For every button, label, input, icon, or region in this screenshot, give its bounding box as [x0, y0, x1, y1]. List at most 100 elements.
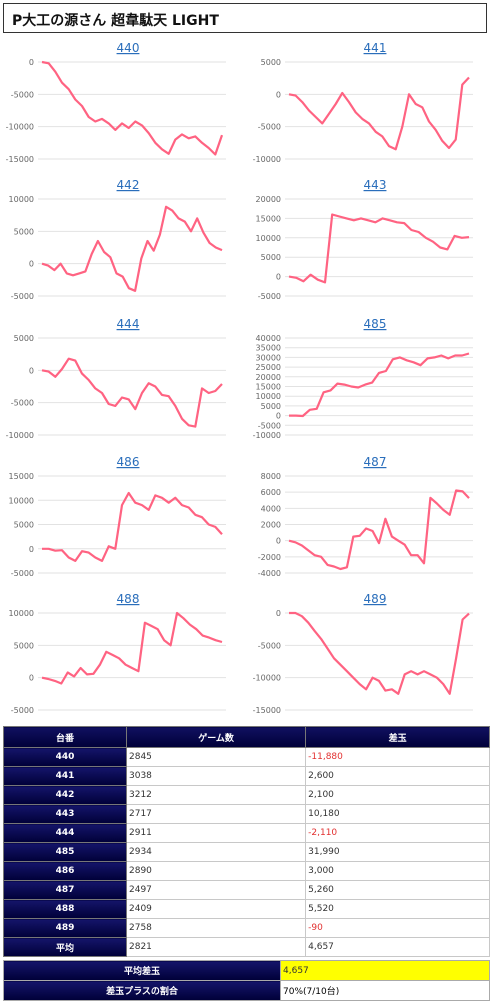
y-tick-label: 5000 [14, 334, 34, 343]
machine-number-cell: 488 [3, 899, 127, 919]
y-tick-label: 15000 [9, 472, 34, 481]
y-tick-label: 5000 [261, 253, 281, 262]
chart-title[interactable]: 442 [117, 178, 140, 192]
line-chart: 485 4000035000300002500020000150001000050… [253, 317, 473, 440]
games-cell: 3038 [125, 766, 307, 786]
chart-title[interactable]: 440 [117, 41, 140, 55]
machine-number-cell: 487 [3, 880, 127, 900]
diff-cell: -90 [305, 918, 490, 938]
line-chart: 488 10000 5000 0 -5000 [9, 592, 226, 715]
y-tick-label: 10000 [9, 609, 34, 618]
series-line [41, 357, 223, 428]
chart-title[interactable]: 489 [364, 592, 387, 606]
machine-number-cell: 489 [3, 918, 127, 938]
y-tick-label: 0 [276, 537, 281, 546]
y-tick-label: -5000 [11, 399, 34, 408]
diff-cell: 5,520 [305, 899, 490, 919]
chart-title[interactable]: 444 [117, 317, 140, 331]
y-tick-label: 0 [276, 273, 281, 282]
line-chart: 489 0 -5000 -10000 -15000 [253, 592, 473, 715]
summary-row-ratio: 差玉プラスの割合 70%(7/10台) [3, 980, 490, 1001]
y-tick-label: 5000 [14, 641, 34, 650]
table-row: 488 2409 5,520 [3, 899, 490, 919]
games-cell: 2911 [125, 823, 307, 843]
y-tick-label: -10000 [6, 123, 34, 132]
line-chart: 441 5000 0 -5000 -10000 [253, 41, 473, 164]
y-tick-label: 5000 [14, 227, 34, 236]
chart-title[interactable]: 488 [117, 592, 140, 606]
y-tick-label: -4000 [258, 569, 281, 578]
diff-cell: 3,000 [305, 861, 490, 881]
chart-panel: 442 10000 5000 0 -5000 [0, 175, 246, 312]
series-line [41, 205, 223, 292]
series-line [288, 489, 470, 571]
y-tick-label: 8000 [261, 472, 281, 481]
chart-title[interactable]: 487 [364, 455, 387, 469]
games-cell: 3212 [125, 785, 307, 805]
series-line [41, 611, 223, 685]
y-tick-label: -5000 [11, 569, 34, 578]
y-tick-label: 10000 [9, 195, 34, 204]
y-tick-label: 15000 [256, 214, 281, 223]
machine-number-cell: 442 [3, 785, 127, 805]
series-line [288, 213, 470, 284]
diff-cell: 2,100 [305, 785, 490, 805]
table-row: 442 3212 2,100 [3, 785, 490, 805]
y-tick-label: -5000 [258, 292, 281, 301]
summary-row-average: 平均差玉 4,657 [3, 960, 490, 981]
machine-number-cell: 486 [3, 861, 127, 881]
chart-title[interactable]: 443 [364, 178, 387, 192]
machine-number-cell: 441 [3, 766, 127, 786]
y-tick-label: 10000 [256, 392, 281, 401]
line-chart: 443 20000 15000 10000 5000 0 -5000 [256, 178, 473, 301]
series-line [41, 60, 224, 156]
machine-table: 台番 ゲーム数 差玉 440 2845 -11,880 441 3038 2,600 442… [3, 726, 490, 957]
y-tick-label: 15000 [256, 383, 281, 392]
diff-cell: -11,880 [305, 747, 490, 767]
chart-title[interactable]: 485 [364, 317, 387, 331]
machine-number-cell: 440 [3, 747, 127, 767]
y-tick-label: -5000 [258, 123, 281, 132]
y-tick-label: -15000 [253, 706, 281, 715]
header-games: ゲーム数 [125, 726, 307, 748]
table-row: 489 2758 -90 [3, 918, 490, 938]
games-cell: 2934 [125, 842, 307, 862]
table-row: 443 2717 10,180 [3, 804, 490, 824]
chart-title[interactable]: 441 [364, 41, 387, 55]
y-tick-label: 0 [29, 545, 34, 554]
diff-cell: 5,260 [305, 880, 490, 900]
line-chart: 440 0 -5000 -10000 -15000 [6, 41, 226, 164]
chart-panel: 444 5000 0 -5000 -10000 [0, 314, 246, 451]
plus-ratio-value: 70%(7/10台) [280, 980, 490, 1001]
diff-cell: 2,600 [305, 766, 490, 786]
y-tick-label: 10000 [9, 496, 34, 505]
y-tick-label: -5000 [258, 421, 281, 430]
table-row: 486 2890 3,000 [3, 861, 490, 881]
table-row: 平均 2821 4,657 [3, 937, 490, 957]
table-row: 441 3038 2,600 [3, 766, 490, 786]
diff-cell: 31,990 [305, 842, 490, 862]
series-line [42, 491, 223, 563]
line-chart: 486 15000 10000 5000 0 -5000 [9, 455, 226, 578]
line-chart: 442 10000 5000 0 -5000 [9, 178, 226, 301]
y-tick-label: 5000 [261, 402, 281, 411]
summary-table: 平均差玉 4,657 差玉プラスの割合 70%(7/10台) [3, 960, 490, 1001]
chart-panel: 440 0 -5000 -10000 -15000 [0, 38, 246, 175]
y-tick-label: 30000 [256, 353, 281, 362]
y-tick-label: -10000 [6, 431, 34, 440]
chart-panel: 489 0 -5000 -10000 -15000 [247, 589, 493, 726]
machine-number-cell: 485 [3, 842, 127, 862]
y-tick-label: 35000 [256, 344, 281, 353]
chart-panel: 441 5000 0 -5000 -10000 [247, 38, 493, 175]
y-tick-label: -2000 [258, 553, 281, 562]
plus-ratio-label: 差玉プラスの割合 [3, 980, 281, 1001]
y-tick-label: 0 [276, 90, 281, 99]
chart-title[interactable]: 486 [117, 455, 140, 469]
games-cell: 2409 [125, 899, 307, 919]
header-machine-number: 台番 [3, 726, 127, 748]
y-tick-label: 5000 [261, 58, 281, 67]
series-line [289, 352, 470, 418]
y-tick-label: 0 [29, 366, 34, 375]
average-diff-label: 平均差玉 [3, 960, 281, 981]
table-row: 444 2911 -2,110 [3, 823, 490, 843]
